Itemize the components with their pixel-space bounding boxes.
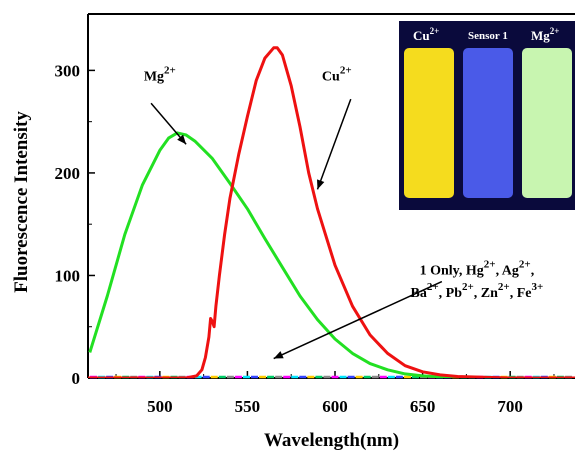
annotation-arrow-head [317, 179, 325, 190]
mg-annotation: Mg2+ [144, 65, 176, 85]
vial-cu-label: Cu2+ [413, 26, 439, 43]
x-tick-label: 650 [410, 397, 436, 416]
others-annotation-line1: 1 Only, Hg2+, Ag2+, [420, 258, 535, 278]
y-tick-label: 200 [55, 164, 81, 183]
x-axis-title: Wavelength(nm) [264, 430, 399, 451]
x-tick-label: 700 [497, 397, 523, 416]
x-tick-label: 600 [322, 397, 348, 416]
vial-photo-inset: Cu2+ Sensor 1 Mg2+ [399, 21, 575, 210]
x-tick-label: 500 [147, 397, 173, 416]
annotation-arrow-head [177, 134, 187, 145]
annotations: Mg2+ Cu2+ 1 Only, Hg2+, Ag2+, Ba2+, Pb2+… [144, 65, 544, 360]
y-tick-label: 0 [72, 369, 81, 388]
vial-sensor-label: Sensor 1 [468, 30, 508, 42]
cu-annotation: Cu2+ [322, 65, 352, 85]
vial-mg [522, 48, 572, 198]
series-line-0 [88, 131, 575, 378]
annotation-arrow-line [273, 280, 443, 360]
series-layer [88, 46, 575, 378]
vial-mg-label: Mg2+ [531, 26, 559, 43]
annotation-arrow-head [273, 351, 284, 359]
x-tick-label: 550 [235, 397, 261, 416]
series-line-1 [88, 46, 575, 378]
y-axis-title: Fluorescence Intensity [11, 111, 32, 293]
annotation-arrow-line [316, 98, 352, 190]
vial-sensor [463, 48, 513, 198]
others-annotation-line2: Ba2+, Pb2+, Zn2+, Fe3+ [411, 281, 544, 301]
vial-cu [404, 48, 454, 198]
y-tick-label: 100 [55, 266, 81, 285]
y-tick-label: 300 [55, 61, 81, 80]
